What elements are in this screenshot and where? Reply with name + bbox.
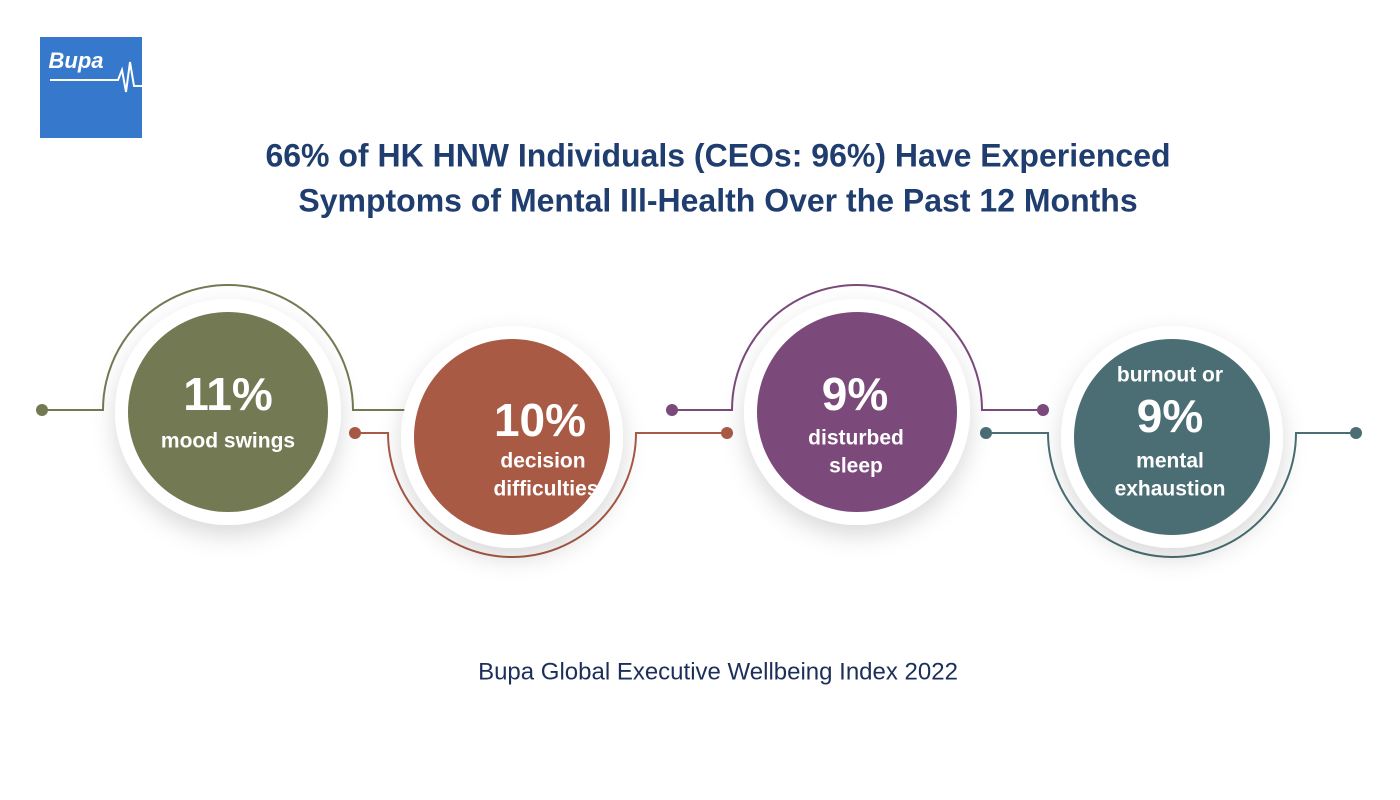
circle — [757, 312, 957, 512]
connector — [986, 432, 1356, 558]
connectors — [42, 284, 1356, 558]
circle — [414, 339, 610, 535]
connector — [672, 284, 1043, 411]
dot — [666, 404, 678, 416]
item: 11% mood swings — [115, 299, 341, 525]
item-label: exhaustion — [1115, 478, 1226, 501]
item-value: 11% — [183, 368, 273, 420]
item-value: 9% — [1137, 390, 1203, 442]
circle — [128, 312, 328, 512]
dot — [36, 404, 48, 416]
logo-text: Bupa — [49, 48, 104, 73]
item-label: disturbed — [808, 427, 904, 450]
item: 10% decision difficulties — [401, 326, 623, 548]
source: Bupa Global Executive Wellbeing Index 20… — [478, 658, 958, 685]
title-line: Symptoms of Mental Ill-Health Over the P… — [298, 182, 1137, 218]
item-label: sleep — [829, 455, 883, 478]
dot — [1037, 404, 1049, 416]
dot — [721, 427, 733, 439]
logo-pulse — [50, 61, 142, 93]
dot — [349, 427, 361, 439]
item-label: mood swings — [161, 430, 295, 453]
item: 9% disturbed sleep — [744, 299, 970, 525]
item-label: decision — [500, 450, 585, 473]
title-line: 66% of HK HNW Individuals (CEOs: 96%) Ha… — [265, 137, 1170, 173]
item-label: mental — [1136, 450, 1204, 473]
dot — [980, 427, 992, 439]
item-value: 9% — [822, 368, 888, 420]
circle — [1074, 339, 1270, 535]
item: burnout or 9% mental exhaustion — [1061, 326, 1283, 548]
connector — [355, 432, 727, 558]
item-value: 10% — [494, 394, 586, 446]
dot — [1350, 427, 1362, 439]
connector — [42, 284, 413, 411]
item-label: difficulties — [493, 478, 598, 501]
item-pre: burnout or — [1117, 364, 1223, 387]
